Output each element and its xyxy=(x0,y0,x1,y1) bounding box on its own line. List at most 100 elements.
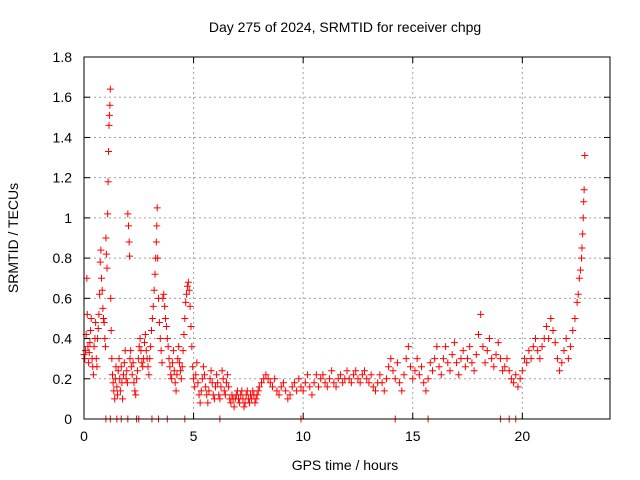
data-point xyxy=(119,371,127,379)
data-point xyxy=(255,383,263,391)
data-point xyxy=(87,327,95,335)
data-point xyxy=(123,367,131,375)
data-point xyxy=(424,375,432,383)
data-point xyxy=(488,355,496,363)
data-point xyxy=(455,371,463,379)
data-point xyxy=(579,230,587,238)
data-point xyxy=(578,244,586,252)
data-point xyxy=(108,355,116,363)
data-point xyxy=(496,355,504,363)
data-point xyxy=(581,152,589,160)
x-tick-label: 10 xyxy=(295,428,311,444)
y-tick-label: 1 xyxy=(64,210,72,226)
data-point xyxy=(203,391,211,399)
x-tick-label: 0 xyxy=(80,428,88,444)
data-point xyxy=(308,391,316,399)
data-point xyxy=(202,383,210,391)
data-point xyxy=(382,375,390,383)
data-point xyxy=(224,371,232,379)
data-point xyxy=(90,343,98,351)
data-point xyxy=(363,375,371,383)
y-tick-label: 0.8 xyxy=(53,250,73,266)
data-point xyxy=(521,355,529,363)
x-axis-label: GPS time / hours xyxy=(292,457,399,473)
data-point xyxy=(194,379,202,387)
data-point xyxy=(89,371,97,379)
data-point xyxy=(534,347,542,355)
data-point xyxy=(145,371,153,379)
data-point xyxy=(225,383,233,391)
data-point xyxy=(580,186,588,194)
data-point xyxy=(433,343,441,351)
data-point xyxy=(105,111,113,119)
data-point xyxy=(82,347,90,355)
data-point xyxy=(221,391,229,399)
data-point xyxy=(254,387,262,395)
data-point xyxy=(140,339,148,347)
y-tick-label: 1.8 xyxy=(53,49,73,65)
data-point xyxy=(391,375,399,383)
data-point xyxy=(549,327,557,335)
data-point xyxy=(477,310,485,318)
data-point xyxy=(461,363,469,371)
data-point xyxy=(175,343,183,351)
data-point xyxy=(222,379,230,387)
data-point xyxy=(227,399,235,407)
data-point xyxy=(96,258,104,266)
data-point xyxy=(450,339,458,347)
data-point xyxy=(180,331,188,339)
data-point xyxy=(92,318,100,326)
data-point xyxy=(545,335,553,343)
data-point xyxy=(371,387,379,395)
data-point xyxy=(529,343,537,351)
data-point xyxy=(142,347,150,355)
data-point xyxy=(174,355,182,363)
data-point xyxy=(98,274,106,282)
data-point xyxy=(479,343,487,351)
data-point xyxy=(159,294,167,302)
data-point xyxy=(343,367,351,375)
data-point xyxy=(98,286,106,294)
data-point xyxy=(435,363,443,371)
data-point xyxy=(556,367,564,375)
data-point xyxy=(514,383,522,391)
data-point xyxy=(485,335,493,343)
data-point xyxy=(144,363,152,371)
data-point xyxy=(141,331,149,339)
data-point xyxy=(87,314,95,322)
data-point xyxy=(551,339,559,347)
data-point xyxy=(131,387,139,395)
data-point xyxy=(569,327,577,335)
data-point xyxy=(184,278,192,286)
y-tick-label: 0 xyxy=(64,411,72,427)
data-point xyxy=(115,355,123,363)
data-point xyxy=(444,359,452,367)
data-point xyxy=(230,403,238,411)
data-point xyxy=(102,234,110,242)
data-point xyxy=(101,335,109,343)
data-point xyxy=(560,347,568,355)
data-point xyxy=(290,379,298,387)
data-point xyxy=(162,314,170,322)
data-point xyxy=(347,379,355,387)
data-point xyxy=(413,355,421,363)
data-point xyxy=(172,387,180,395)
data-point xyxy=(345,375,353,383)
data-point xyxy=(171,379,179,387)
data-point xyxy=(562,335,570,343)
data-point xyxy=(81,355,89,363)
data-point xyxy=(151,270,159,278)
data-point xyxy=(252,395,260,403)
data-point xyxy=(385,363,393,371)
data-point xyxy=(437,371,445,379)
data-point xyxy=(510,379,518,387)
data-point xyxy=(571,314,579,322)
data-point xyxy=(356,379,364,387)
data-point xyxy=(157,347,165,355)
data-point xyxy=(165,355,173,363)
data-point xyxy=(176,359,184,367)
data-point xyxy=(378,379,386,387)
data-point xyxy=(279,379,287,387)
data-point xyxy=(133,375,141,383)
